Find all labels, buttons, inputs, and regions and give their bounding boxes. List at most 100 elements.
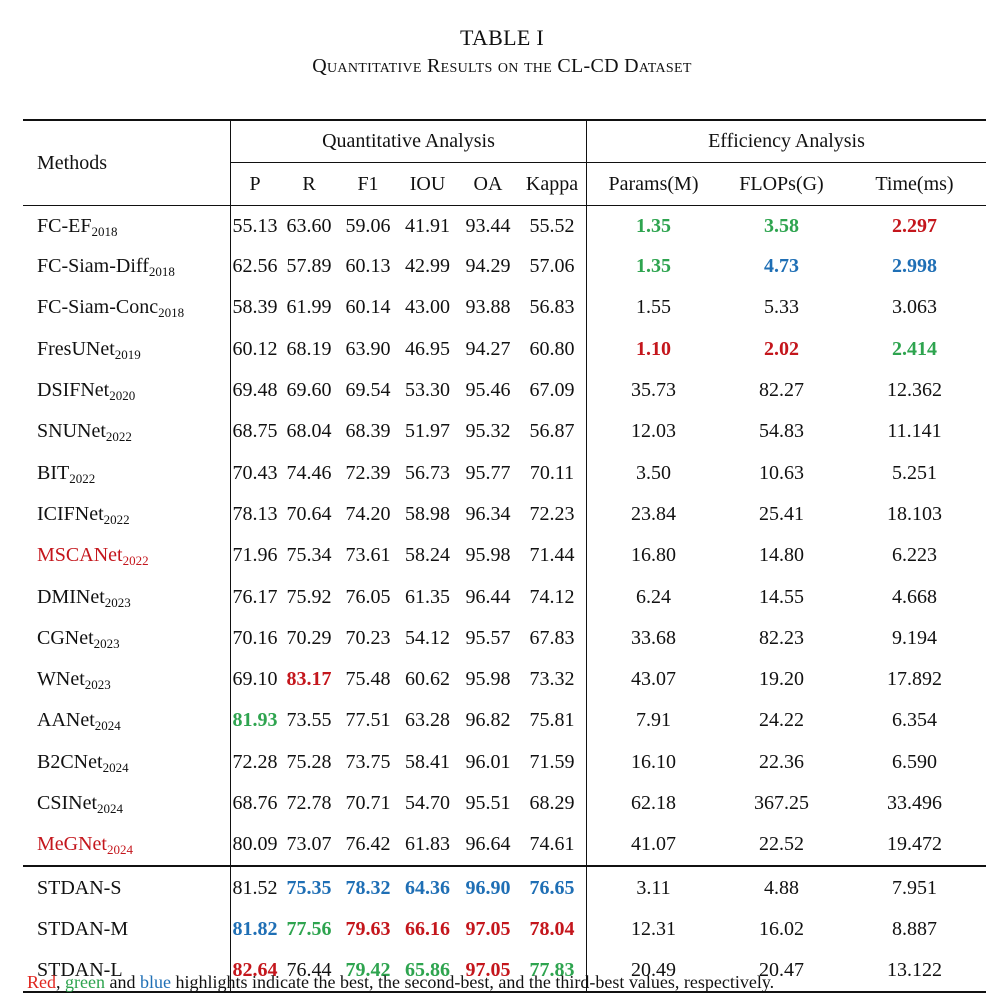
cell-time: 12.362: [887, 379, 942, 402]
cell-time: 7.951: [843, 865, 986, 909]
cell-oa: 96.82: [465, 709, 511, 732]
cell-r: 75.28: [286, 750, 332, 773]
cell-oa: 95.57: [465, 626, 511, 649]
method-name: MeGNet2024: [23, 824, 231, 867]
table-footnote: Red, green and blue highlights indicate …: [27, 972, 774, 993]
note-rest: highlights indicate the best, the second…: [170, 972, 775, 992]
cell-f1: 60.13: [345, 255, 391, 278]
cell-time: 6.590: [892, 750, 937, 773]
cell-iou: 64.36: [397, 865, 458, 909]
cell-f1: 70.23: [345, 626, 391, 649]
cell-flops: 10.63: [759, 461, 804, 484]
cell-kappa: 76.65: [518, 865, 587, 909]
cell-p: 81.93: [232, 709, 278, 732]
cell-flops: 25.41: [759, 502, 804, 525]
table-row: BIT2022 70.43 74.46 72.39 56.73 95.77 70…: [23, 452, 986, 494]
cell-kappa: 60.80: [518, 328, 587, 370]
cell-flops: 14.80: [759, 544, 804, 567]
cell-f1: 59.06: [339, 205, 397, 246]
cell-r: 76.44: [286, 959, 332, 982]
table-caption: TABLE I Quantitative Results on the CL-C…: [0, 24, 1004, 80]
cell-iou: 54.70: [405, 792, 450, 814]
cell-flops: 4.88: [720, 865, 843, 909]
cell-params: 16.80: [631, 544, 676, 567]
method-name: SNUNet2022: [23, 411, 231, 453]
cell-iou: 65.86: [405, 959, 450, 982]
col-header-kappa: Kappa: [518, 162, 587, 206]
col-header-p: P: [249, 172, 261, 195]
cell-params: 12.03: [631, 420, 676, 443]
cell-time: 8.887: [892, 917, 937, 940]
cell-flops: 19.20: [759, 668, 804, 691]
cell-params: 20.49: [631, 959, 676, 982]
cell-params: 16.10: [631, 750, 676, 773]
cell-kappa: 78.04: [518, 908, 587, 951]
method-name: STDAN-M: [23, 908, 231, 951]
cell-params: 3.50: [636, 461, 671, 484]
cell-iou: 58.41: [405, 750, 450, 773]
cell-params: 6.24: [636, 585, 671, 608]
cell-r: 83.17: [286, 668, 332, 691]
cell-r: 74.46: [286, 461, 332, 484]
cell-params: 23.84: [631, 502, 676, 525]
cell-params: 62.18: [631, 792, 676, 814]
cell-flops: 3.58: [720, 205, 843, 246]
cell-time: 19.472: [887, 833, 942, 856]
cell-r: 75.34: [286, 544, 332, 567]
cell-f1: 76.42: [345, 833, 391, 856]
cell-oa: 95.77: [465, 461, 511, 484]
cell-time: 6.223: [892, 544, 937, 567]
cell-r: 75.92: [286, 585, 332, 608]
method-name: FC-EF2018: [23, 205, 231, 246]
cell-flops: 16.02: [759, 917, 804, 940]
cell-r: 61.99: [286, 296, 332, 319]
cell-iou: 51.97: [405, 420, 450, 443]
col-header-r: R: [302, 172, 316, 195]
table-row: MSCANet2022 71.96 75.34 73.61 58.24 95.9…: [23, 535, 986, 577]
cell-p: 71.96: [232, 544, 278, 567]
method-name: MSCANet2022: [23, 535, 231, 577]
cell-time: 6.354: [892, 709, 937, 732]
note-comma: ,: [56, 972, 65, 992]
cell-kappa: 75.81: [518, 700, 587, 742]
cell-iou: 46.95: [405, 337, 450, 360]
cell-f1: 79.42: [345, 959, 391, 982]
cell-kappa: 57.06: [518, 246, 587, 288]
cell-f1: 69.54: [345, 379, 391, 402]
cell-f1: 70.71: [345, 792, 391, 814]
cell-oa: 95.98: [465, 668, 511, 691]
header-quantitative-analysis: Quantitative Analysis: [230, 120, 587, 163]
cell-flops: 20.47: [759, 959, 804, 982]
table-body: FC-EF2018 55.13 63.60 59.06 41.91 93.44 …: [23, 205, 986, 993]
cell-flops: 5.33: [764, 296, 799, 319]
table-row: STDAN-L 82.64 76.44 79.42 65.86 97.05 77…: [23, 950, 986, 993]
cell-r: 75.35: [279, 865, 339, 909]
cell-r: 68.19: [286, 337, 332, 360]
cell-oa: 93.44: [458, 205, 518, 246]
cell-oa: 95.51: [465, 792, 511, 814]
cell-iou: 58.24: [405, 544, 450, 567]
cell-oa: 95.98: [465, 544, 511, 567]
cell-oa: 95.46: [465, 379, 511, 402]
method-name: BIT2022: [23, 452, 231, 494]
cell-oa: 97.05: [465, 959, 511, 982]
cell-flops: 4.73: [764, 255, 799, 278]
cell-oa: 96.01: [465, 750, 511, 773]
cell-p: 69.48: [232, 379, 278, 402]
cell-p: 70.16: [232, 626, 278, 649]
method-name: ICIFNet2022: [23, 493, 231, 536]
cell-iou: 41.91: [397, 205, 458, 246]
cell-kappa: 71.44: [518, 535, 587, 577]
cell-params: 35.73: [631, 379, 676, 402]
results-table: Methods Quantitative Analysis Efficiency…: [23, 119, 986, 994]
col-header-oa: OA: [473, 172, 503, 195]
cell-p: 70.43: [232, 461, 278, 484]
cell-oa: 94.27: [465, 337, 511, 360]
cell-time: 11.141: [887, 420, 942, 443]
cell-time: 13.122: [887, 959, 942, 982]
cell-p: 72.28: [232, 750, 278, 773]
cell-params: 1.35: [636, 255, 671, 278]
cell-params: 1.10: [636, 337, 671, 360]
cell-p: 81.82: [232, 917, 278, 940]
cell-iou: 58.98: [405, 502, 450, 525]
